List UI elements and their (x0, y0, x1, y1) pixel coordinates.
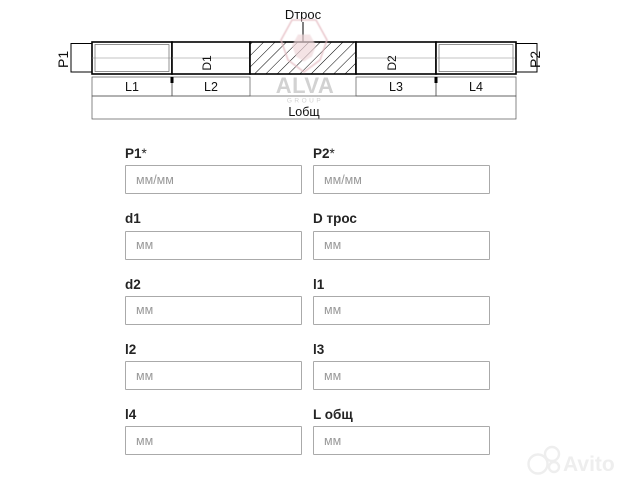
svg-text:D2: D2 (385, 55, 399, 71)
svg-text:ALVA: ALVA (276, 73, 335, 98)
svg-text:D1: D1 (200, 55, 214, 71)
svg-text:P1: P1 (55, 51, 71, 68)
svg-text:Avito: Avito (563, 453, 615, 476)
svg-text:L1: L1 (125, 80, 139, 94)
svg-text:L3: L3 (389, 80, 403, 94)
svg-text:L4: L4 (469, 80, 483, 94)
svg-text:L2: L2 (204, 80, 218, 94)
svg-text:P2: P2 (527, 51, 543, 68)
svg-text:GROUP: GROUP (287, 98, 323, 105)
svg-text:Lобщ: Lобщ (288, 105, 319, 119)
